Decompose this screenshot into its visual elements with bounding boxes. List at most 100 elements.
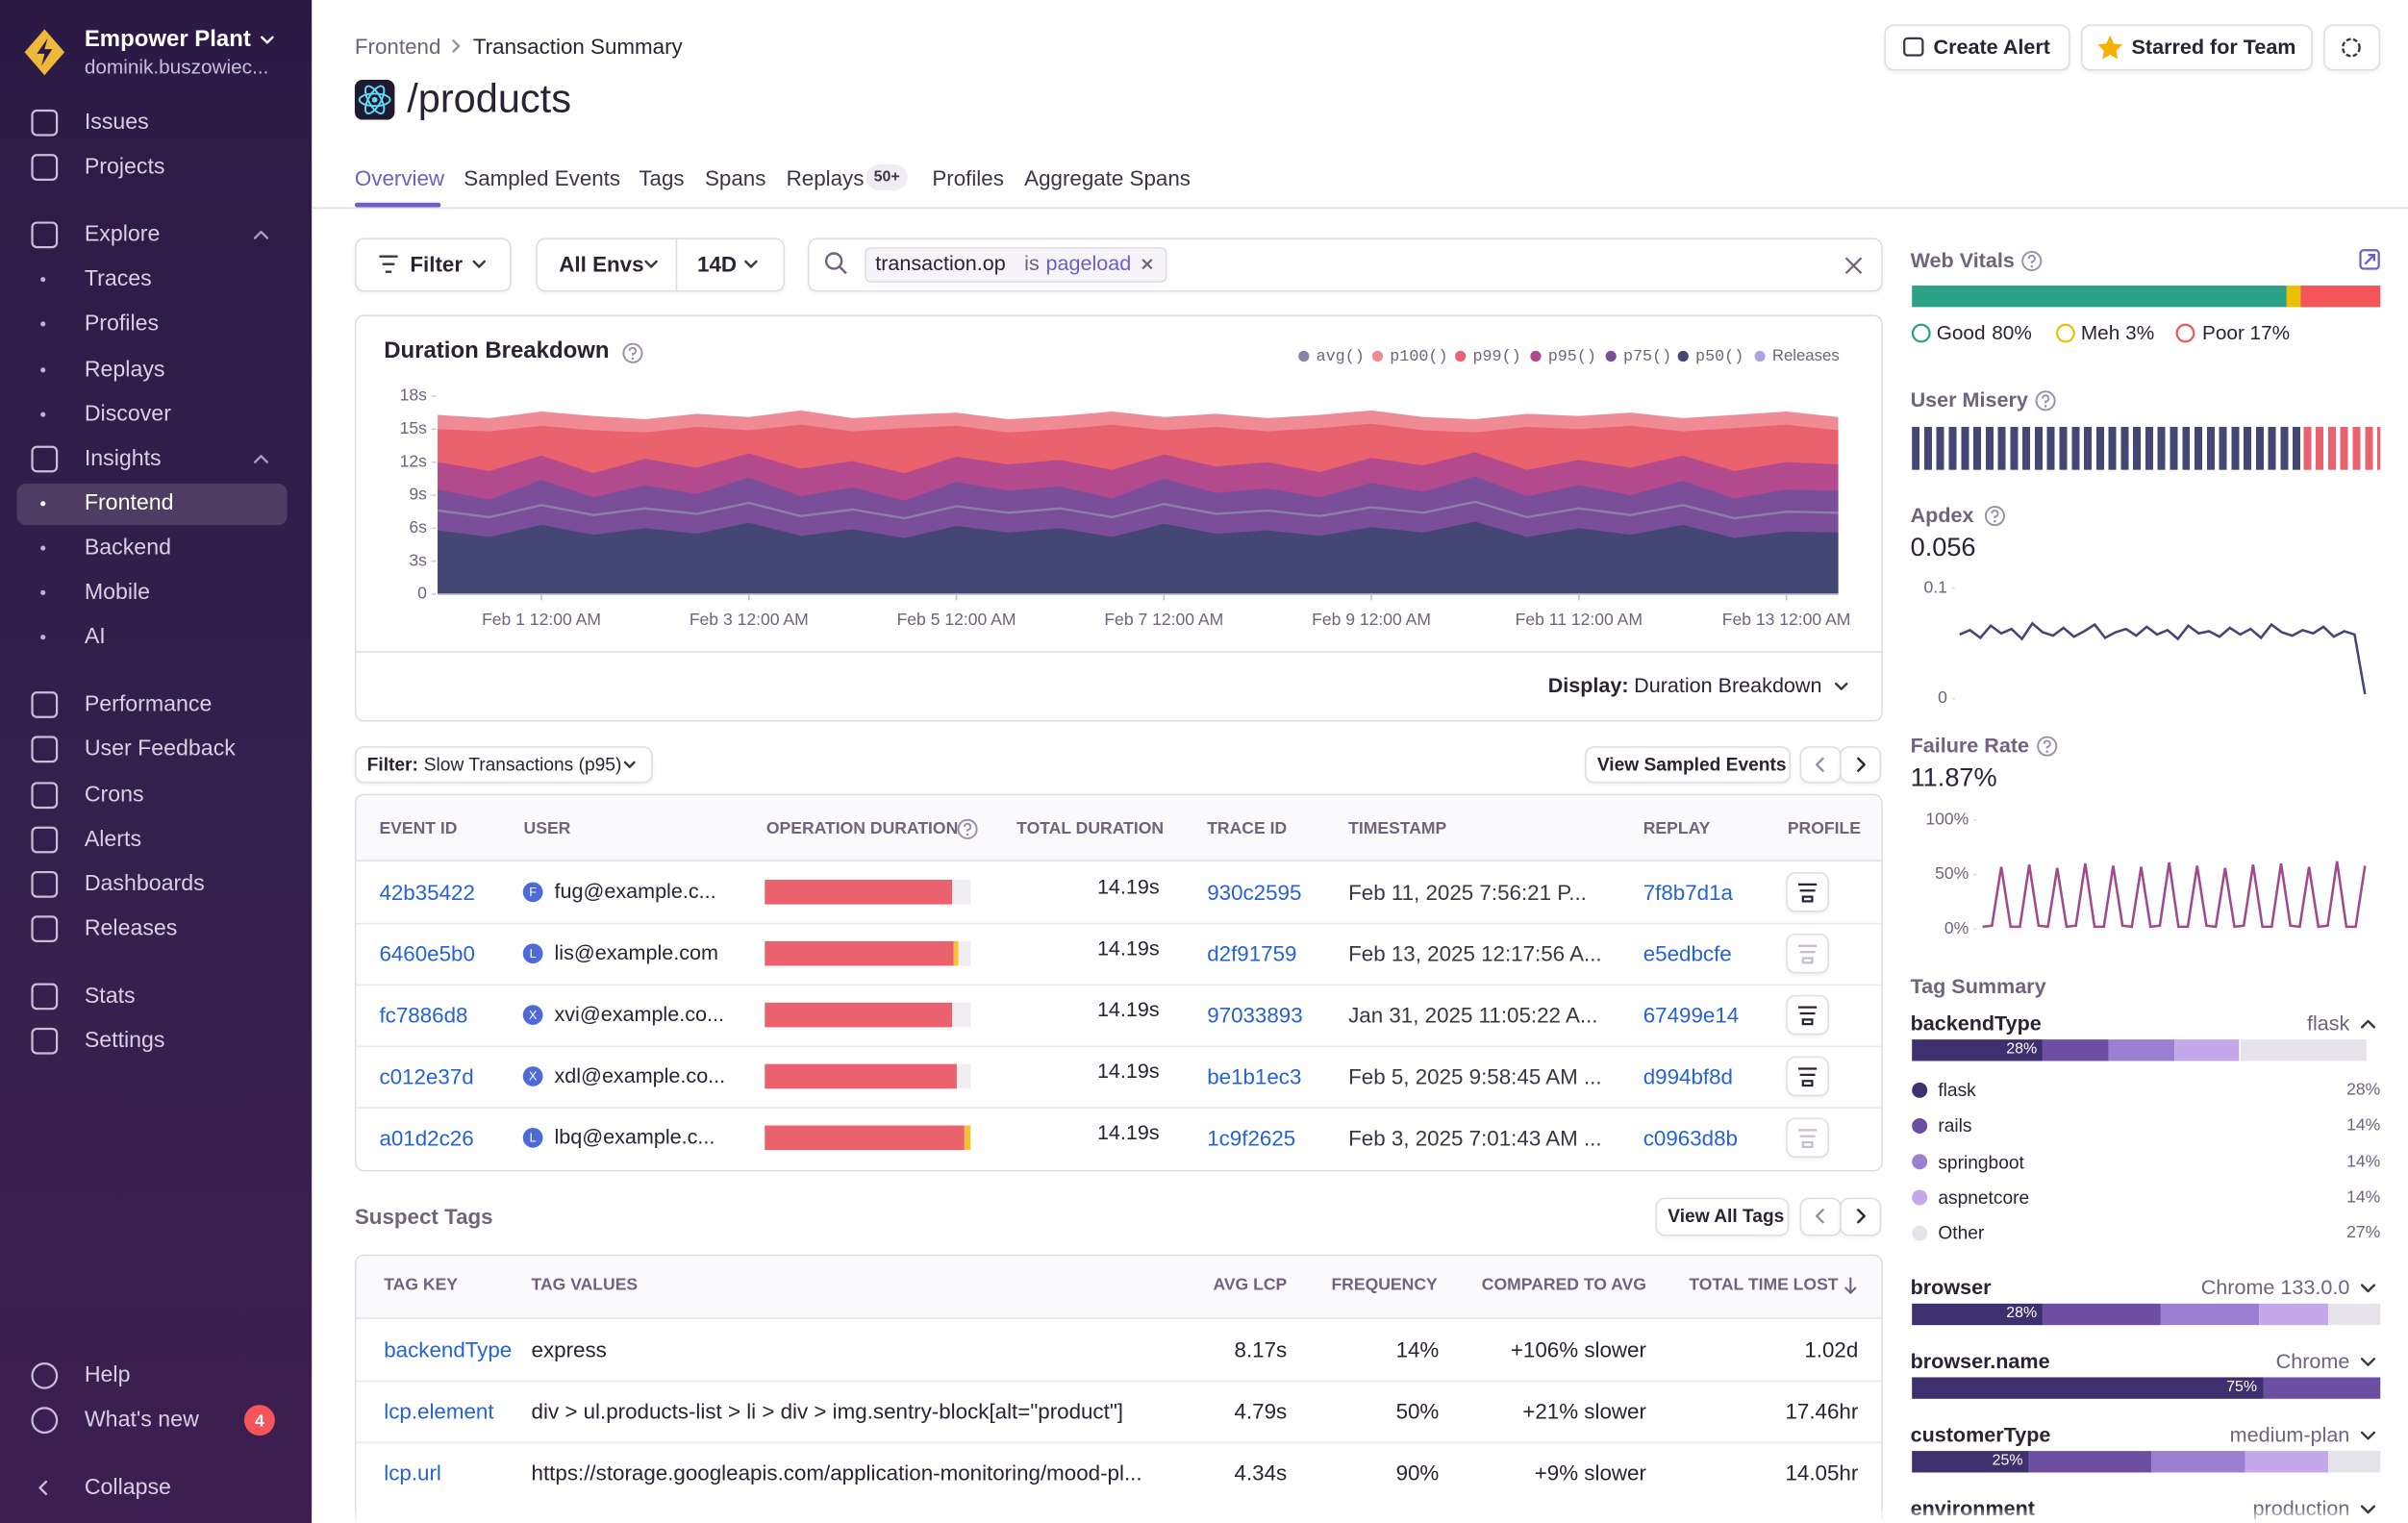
nav-item[interactable]: Collapse: [85, 1474, 171, 1502]
column-header: TRACE ID: [1207, 815, 1287, 843]
profile-button[interactable]: [1786, 1118, 1829, 1159]
event-id-link[interactable]: 6460e5b0: [379, 939, 474, 967]
column-header: FREQUENCY: [1331, 1271, 1437, 1299]
profile-button[interactable]: [1786, 995, 1829, 1036]
settings-button[interactable]: [2323, 25, 2380, 71]
nav-subitem[interactable]: Frontend: [85, 489, 174, 517]
nav-subitem[interactable]: Discover: [85, 401, 171, 429]
tab[interactable]: Tags: [639, 164, 684, 192]
op-duration-bar: [765, 941, 954, 966]
tab[interactable]: Replays: [787, 164, 865, 192]
tab[interactable]: Overview: [355, 164, 444, 192]
event-id-link[interactable]: a01d2c26: [379, 1124, 473, 1152]
button-label: Starred for Team: [2132, 34, 2296, 62]
pager-prev[interactable]: [1800, 1198, 1842, 1236]
tag-bar-segment: [2263, 1377, 2380, 1398]
vitals-bar-segment: [2287, 286, 2301, 307]
page-title: /products: [407, 85, 571, 112]
profile-button[interactable]: [1786, 872, 1829, 912]
nav-item[interactable]: Stats: [85, 983, 136, 1011]
nav-item[interactable]: User Feedback: [85, 736, 236, 763]
profile-button[interactable]: [1786, 1057, 1829, 1097]
tag-key-link[interactable]: lcp.url: [384, 1459, 441, 1486]
period-select[interactable]: 14D: [697, 250, 737, 278]
event-id-link[interactable]: c012e37d: [379, 1062, 473, 1090]
vitals-face-icon: [2177, 325, 2195, 342]
nav-subitem[interactable]: Mobile: [85, 579, 150, 607]
chevron-icon: [2362, 1433, 2374, 1438]
open-link-arrow: [2365, 255, 2374, 264]
column-header: OPERATION DURATION: [766, 815, 958, 843]
nav-item[interactable]: Explore: [85, 221, 161, 249]
token-operator: is: [1024, 250, 1040, 278]
event-id-link[interactable]: 42b35422: [379, 878, 474, 906]
vitals-face-icon: [1913, 325, 1930, 342]
tab[interactable]: Profiles: [932, 164, 1004, 192]
display-select[interactable]: Duration Breakdown: [1634, 672, 1821, 700]
y-tick-label: 0.1: [1924, 577, 1947, 596]
tag-bar-segment: [2044, 1304, 2161, 1325]
tag-bar-segment: [2029, 1451, 2151, 1472]
org-name[interactable]: Empower Plant: [85, 26, 251, 54]
nav-item[interactable]: Performance: [85, 691, 213, 719]
trace-id-link[interactable]: d2f91759: [1207, 939, 1296, 967]
nav-item[interactable]: What's new: [85, 1407, 199, 1435]
trace-id-link[interactable]: 930c2595: [1207, 878, 1301, 906]
tab[interactable]: Aggregate Spans: [1024, 164, 1191, 192]
tab[interactable]: Sampled Events: [464, 164, 620, 192]
nav-item[interactable]: Alerts: [85, 826, 141, 854]
tag-key[interactable]: customerType: [1911, 1422, 2051, 1450]
tag-key[interactable]: backendType: [1911, 1011, 2042, 1038]
section-title: Suspect Tags: [355, 1202, 493, 1230]
pager-prev[interactable]: [1800, 746, 1842, 783]
nav-item[interactable]: Crons: [85, 782, 144, 810]
tag-key-link[interactable]: backendType: [384, 1336, 512, 1363]
trace-id-link[interactable]: 1c9f2625: [1207, 1124, 1295, 1152]
nav-subitem[interactable]: Backend: [85, 535, 171, 562]
nav-item[interactable]: Issues: [85, 109, 149, 137]
nav-subitem[interactable]: AI: [85, 623, 106, 651]
op-duration-bar: [765, 1064, 956, 1089]
help-icon: [2038, 737, 2056, 756]
column-header: TAG KEY: [384, 1271, 458, 1299]
replay-link[interactable]: 67499e14: [1643, 1001, 1739, 1029]
nav-subitem[interactable]: Traces: [85, 265, 152, 293]
help-icon-mark: [2029, 256, 2035, 263]
trace-id-link[interactable]: be1b1ec3: [1207, 1062, 1301, 1090]
replay-link[interactable]: e5edbcfe: [1643, 939, 1732, 967]
trace-id-link[interactable]: 97033893: [1207, 1001, 1302, 1029]
replay-link[interactable]: 7f8b7d1a: [1643, 878, 1733, 906]
nav-item[interactable]: Releases: [85, 915, 178, 943]
tag-key[interactable]: browser.name: [1911, 1348, 2050, 1376]
tag-value: div > ul.products-list > li > div > img.…: [532, 1397, 1123, 1425]
nav-item[interactable]: Settings: [85, 1027, 165, 1055]
column-header: TIMESTAMP: [1348, 815, 1446, 843]
pager-next[interactable]: [1840, 746, 1881, 783]
nav-subitem[interactable]: Profiles: [85, 311, 159, 338]
tag-key-link[interactable]: lcp.element: [384, 1397, 493, 1425]
vitals-label: Meh: [2081, 319, 2120, 347]
user-email: xvi@example.co...: [554, 1001, 723, 1029]
nav-item[interactable]: Dashboards: [85, 870, 205, 898]
nav-item[interactable]: Help: [85, 1361, 131, 1389]
replay-link[interactable]: d994bf8d: [1643, 1062, 1733, 1090]
breadcrumb[interactable]: Frontend: [355, 33, 441, 61]
profile-button[interactable]: [1786, 934, 1829, 974]
user-email: lbq@example.c...: [554, 1124, 715, 1152]
chevron-icon: [2362, 1359, 2374, 1364]
nav-subitem[interactable]: Replays: [85, 356, 165, 384]
nav-item[interactable]: Projects: [85, 154, 165, 182]
tab[interactable]: Spans: [705, 164, 765, 192]
vitals-bar-segment: [2300, 286, 2380, 307]
help-icon-mark: [2043, 395, 2048, 403]
column-header: TOTAL DURATION: [1016, 815, 1164, 843]
nav-item[interactable]: Insights: [85, 445, 162, 473]
replay-link[interactable]: c0963d8b: [1643, 1124, 1738, 1152]
tag-key[interactable]: browser: [1911, 1274, 1992, 1302]
event-id-link[interactable]: fc7886d8: [379, 1001, 467, 1029]
help-icon: [2037, 391, 2055, 410]
env-select[interactable]: All Envs: [559, 250, 643, 278]
pager-next[interactable]: [1840, 1198, 1881, 1236]
widget-title: Tag Summary: [1911, 973, 2046, 1001]
tag-metric: +9% slower: [1535, 1459, 1646, 1486]
